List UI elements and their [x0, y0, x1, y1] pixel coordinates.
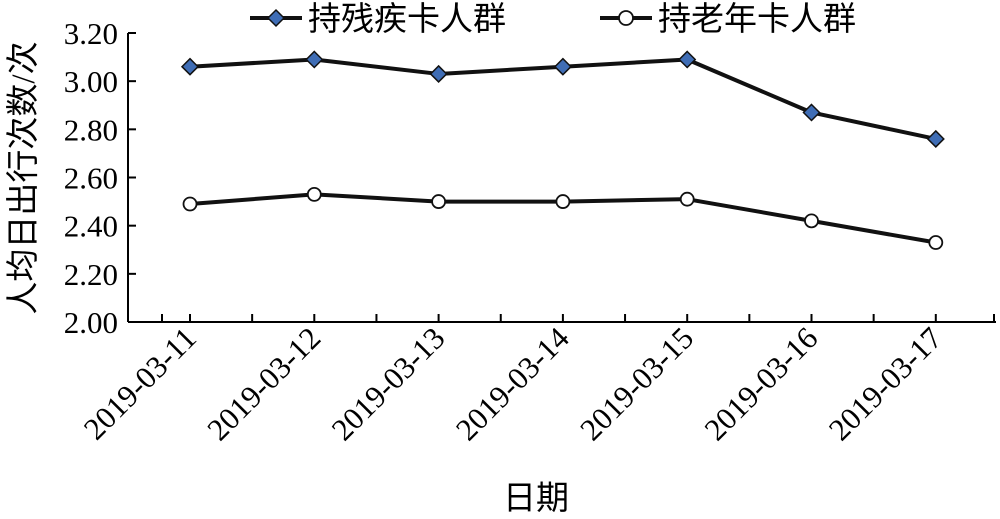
data-point-diamond: [553, 57, 572, 76]
x-tick-label: 2019-03-14: [449, 320, 576, 447]
y-tick-label: 2.60: [64, 161, 118, 196]
data-point-diamond: [802, 103, 821, 122]
y-tick-label: 2.20: [64, 257, 118, 292]
legend-item-series-2: 持老年卡人群: [600, 1, 856, 38]
y-tick-label: 2.40: [64, 209, 118, 244]
data-point-circle: [804, 213, 819, 229]
y-tick-label: 3.00: [64, 64, 118, 99]
data-point-circle: [928, 235, 944, 250]
data-point-diamond: [678, 50, 697, 69]
legend-marker-diamond: [266, 8, 286, 28]
data-point-circle: [182, 196, 198, 212]
data-point-diamond: [305, 50, 324, 69]
series-layer: [180, 50, 945, 250]
data-point-circle: [679, 191, 695, 207]
x-axis-title: 日期: [503, 481, 569, 517]
legend-label-series-2: 持老年卡人群: [658, 1, 856, 38]
data-point-circle: [555, 194, 571, 209]
legend: 持残疾卡人群 持老年卡人群: [250, 1, 856, 38]
y-axis-title: 人均日出行次数/次: [5, 41, 42, 314]
data-point-circle: [306, 186, 322, 202]
axes: [127, 33, 996, 323]
x-tick-label: 2019-03-13: [325, 320, 452, 447]
y-ticks: 2.00 2.20 2.40 2.60 2.80 3.00 3.20: [64, 16, 136, 340]
data-point-circle: [431, 194, 447, 209]
legend-marker-circle: [618, 10, 634, 26]
legend-item-series-1: 持残疾卡人群: [250, 1, 506, 38]
y-tick-label: 2.00: [64, 305, 118, 340]
x-tick-label: 2019-03-17: [822, 320, 949, 447]
data-point-diamond: [926, 129, 945, 149]
data-point-diamond: [429, 64, 448, 84]
legend-label-series-1: 持残疾卡人群: [308, 1, 506, 38]
x-tick-label: 2019-03-12: [200, 320, 327, 447]
y-tick-label: 3.20: [64, 16, 118, 51]
x-tick-label: 2019-03-15: [573, 320, 700, 447]
y-tick-label: 2.80: [64, 112, 118, 147]
data-point-diamond: [180, 57, 200, 76]
x-tick-label: 2019-03-16: [697, 320, 824, 447]
x-ticks: 2019-03-112019-03-122019-03-132019-03-14…: [77, 314, 995, 447]
